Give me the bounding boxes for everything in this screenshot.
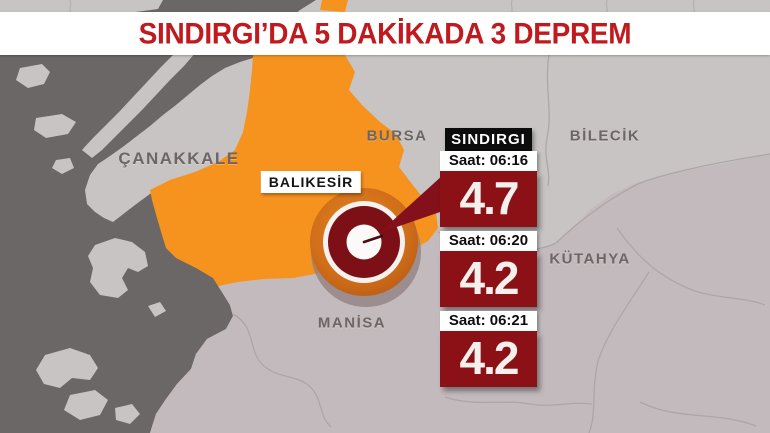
province-label-kutahya: KÜTAHYA [549,250,631,268]
quake-time: Saat: 06:16 [440,151,537,171]
quake-time: Saat: 06:20 [440,231,537,251]
epicenter-marker [310,188,421,307]
title-banner: SINDIRGI’DA 5 DAKİKADA 3 DEPREM [0,12,770,55]
land-gelibolu-peninsula [82,46,196,158]
island-gokceada [16,64,50,88]
province-balikesir-top-notch [320,0,348,12]
province-label-manisa: MANİSA [317,314,387,332]
page-title: SINDIRGI’DA 5 DAKİKADA 3 DEPREM [138,16,632,50]
quake-info-panel: SINDIRGI Saat: 06:16 4.7 Saat: 06:20 4.2… [440,128,537,387]
quake-magnitude: 4.7 [440,171,537,227]
province-label-bursa: BURSA [366,127,428,145]
quake-entry: Saat: 06:21 4.2 [440,311,537,387]
quake-time: Saat: 06:21 [440,311,537,331]
island-group-c [115,404,140,424]
province-label-balikesir: BALIKESİR [260,171,362,193]
island-north [34,114,76,138]
pointer-wedge [379,175,443,233]
land-thrace [0,0,163,14]
province-label-bilecik: BİLECİK [569,127,641,145]
quake-magnitude: 4.2 [440,331,537,387]
quake-entry: Saat: 06:20 4.2 [440,231,537,307]
island-group-b [64,390,108,420]
island-small [148,302,166,317]
epicenter-location-label: SINDIRGI [445,128,532,151]
island-bozcaada [52,158,74,174]
epicenter-needle [362,234,384,244]
province-label-canakkale: ÇANAKKALE [118,149,240,168]
island-group-a [36,348,98,388]
quake-magnitude: 4.2 [440,251,537,307]
island-lesbos [88,238,148,298]
quake-entry: Saat: 06:16 4.7 [440,151,537,227]
